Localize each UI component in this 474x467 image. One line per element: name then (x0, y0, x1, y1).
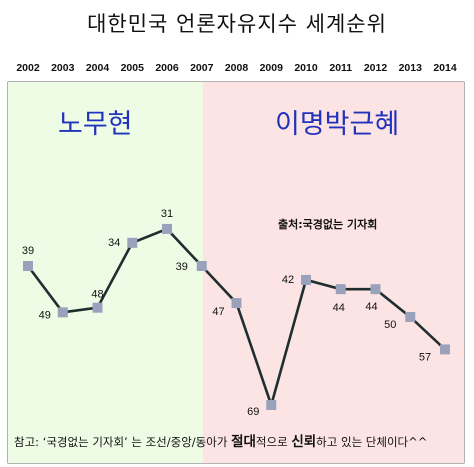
chart-title: 대한민국 언론자유지수 세계순위 (87, 12, 387, 36)
footnote-emphasis-1: 절대 (231, 434, 256, 450)
data-point (92, 302, 103, 313)
data-label: 44 (333, 302, 345, 314)
era-background-lee-park (203, 82, 464, 463)
data-label: 69 (247, 406, 259, 418)
data-point (335, 284, 346, 295)
data-label: 49 (39, 309, 51, 321)
data-label: 31 (161, 208, 173, 220)
data-point (127, 237, 138, 248)
footnote-suffix: 하고 있는 단체이다^^ (316, 435, 428, 449)
data-point (266, 400, 277, 410)
data-label: 48 (91, 289, 103, 301)
data-point (370, 284, 381, 295)
footnote-mid: 적으로 (255, 435, 292, 449)
data-label: 44 (365, 301, 377, 313)
x-tick-label: 2013 (399, 62, 423, 74)
x-tick-label: 2014 (433, 62, 457, 74)
data-label: 50 (384, 319, 396, 331)
data-label: 47 (212, 306, 224, 318)
x-tick-label: 2007 (190, 62, 214, 74)
data-label: 57 (419, 351, 431, 363)
data-point (162, 223, 172, 234)
data-label: 34 (108, 237, 120, 249)
footnote: 참고: ‘국경없는 기자회’ 는 조선/중앙/동아가 절대적으로 신뢰하고 있는… (14, 430, 466, 450)
data-point (231, 298, 242, 309)
era-background-roh (8, 82, 203, 463)
source-label: 출처:국경없는 기자회 (278, 217, 377, 231)
x-tick-label: 2011 (329, 62, 352, 74)
era-label-roh: 노무현 (58, 109, 133, 140)
x-tick-label: 2003 (51, 62, 75, 74)
data-label: 39 (176, 261, 188, 273)
x-tick-label: 2004 (86, 62, 110, 74)
x-tick-label: 2002 (16, 62, 40, 74)
x-tick-label: 2008 (225, 62, 249, 74)
data-label: 42 (282, 274, 294, 286)
data-point (196, 261, 207, 271)
footnote-prefix: 참고: ‘국경없는 기자회’ 는 조선/중앙/동아가 (14, 435, 232, 449)
x-tick-label: 2005 (121, 62, 145, 74)
era-label-lee-park: 이명박근혜 (275, 109, 399, 140)
x-tick-label: 2006 (155, 62, 179, 74)
footnote-emphasis-2: 신뢰 (291, 434, 317, 450)
x-tick-label: 2012 (364, 62, 388, 74)
data-point (57, 307, 68, 318)
data-point (440, 344, 450, 355)
data-label: 39 (22, 245, 34, 257)
data-point (23, 261, 33, 271)
x-tick-label: 2010 (294, 62, 318, 74)
x-tick-label: 2009 (260, 62, 284, 74)
data-point (301, 274, 311, 285)
data-point (405, 311, 416, 322)
